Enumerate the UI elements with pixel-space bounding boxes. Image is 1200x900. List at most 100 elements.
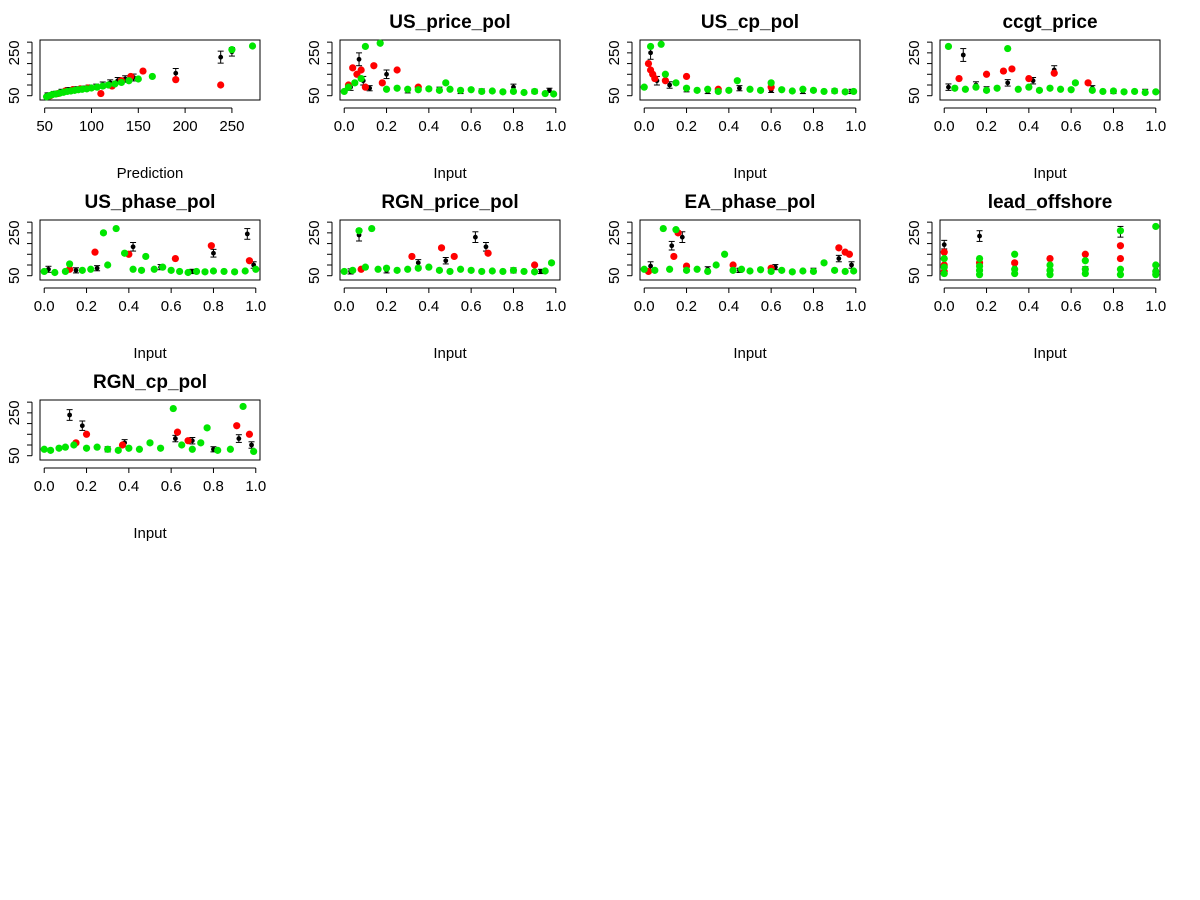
data-point-green (693, 265, 701, 273)
data-point-green (809, 267, 818, 276)
data-point-green (1004, 44, 1012, 53)
data-point-red (531, 261, 539, 269)
data-point-green (1141, 88, 1149, 97)
data-point-green (134, 75, 142, 83)
data-point-green (799, 267, 807, 275)
data-point-black (94, 265, 100, 271)
panel-8: RGN_cp_pol 0.0 0.2 0.4 0.6 0.8 1.0 Input 50 250 (6, 372, 266, 542)
data-point-green (61, 443, 69, 451)
data-point-green (499, 88, 507, 96)
y-tick-label: 250 (906, 220, 923, 245)
data-point-red (1046, 254, 1054, 263)
y-tick-label: 250 (306, 220, 323, 245)
data-point-green (228, 46, 236, 54)
data-point-red (139, 67, 147, 75)
data-point-green (393, 266, 401, 274)
data-point-green (209, 267, 218, 275)
data-point-red (1011, 259, 1019, 267)
data-point-black (249, 442, 254, 448)
data-point-red (184, 437, 192, 445)
data-point-green (368, 224, 376, 233)
data-point-red (217, 81, 225, 89)
panel-title: RGN_cp_pol (93, 372, 207, 393)
panel-title: lead_offshore (988, 192, 1113, 213)
y-tick-label: 250 (6, 220, 23, 245)
x-tick-label: 0.8 (203, 478, 224, 495)
x-tick-label: 0.0 (334, 298, 355, 315)
data-point-green (135, 445, 144, 453)
data-point-green (509, 266, 518, 274)
data-point-green (850, 87, 858, 96)
x-tick-label: 0.6 (461, 118, 482, 135)
data-point-green (1152, 271, 1160, 279)
data-point-green (435, 86, 444, 94)
panel-7: lead_offshore 0.0 0.2 0.4 0.6 0.8 1.0 Input 50 25… (906, 192, 1166, 362)
data-point-green (125, 77, 133, 85)
data-point-black (130, 244, 136, 250)
data-point-red (670, 252, 678, 261)
x-tick-label: 250 (219, 118, 244, 135)
data-point-green (1152, 222, 1160, 231)
data-point-red (1081, 250, 1089, 258)
data-point-red (940, 248, 948, 256)
panel-title: EA_phase_pol (685, 192, 816, 213)
y-tick-label: 250 (306, 40, 323, 65)
data-point-green (961, 85, 969, 93)
x-tick-label: 0.8 (803, 298, 824, 315)
data-point-green (66, 260, 74, 268)
data-point-green (104, 81, 112, 89)
data-point-red (1084, 79, 1092, 87)
data-point-green (178, 441, 186, 449)
data-point-black (79, 423, 85, 429)
data-point-green (646, 42, 655, 51)
data-point-red (97, 89, 105, 98)
x-tick-label: 0.4 (118, 298, 139, 315)
x-axis-label: Input (133, 345, 167, 362)
x-tick-label: 0.0 (934, 118, 955, 135)
data-point-green (809, 86, 818, 94)
data-point-green (661, 70, 669, 78)
y-tick-label: 250 (6, 40, 23, 65)
data-point-green (87, 84, 96, 92)
data-point-green (456, 86, 465, 94)
x-tick-label: 1.0 (1145, 118, 1166, 135)
data-point-red (729, 261, 737, 269)
data-point-green (70, 441, 78, 449)
data-point-black (648, 50, 653, 56)
x-tick-label: 0.0 (334, 118, 355, 135)
data-point-green (1056, 85, 1065, 93)
data-point-green (203, 424, 211, 432)
data-point-green (129, 265, 137, 273)
plot-box (39, 399, 261, 461)
x-tick-label: 0.6 (161, 298, 182, 315)
data-point-green (176, 267, 184, 276)
panel-title: RGN_price_pol (381, 192, 518, 213)
data-point-green (159, 263, 167, 271)
data-point-green (197, 439, 205, 447)
data-point-green (831, 87, 839, 95)
y-tick-label: 50 (6, 447, 23, 464)
data-point-green (820, 87, 828, 96)
data-point-green (640, 265, 648, 273)
data-point-green (1046, 84, 1054, 92)
x-tick-label: 0.0 (634, 298, 655, 315)
data-point-red (651, 74, 659, 83)
data-point-green (799, 85, 807, 93)
data-point-green (841, 267, 849, 276)
data-point-green (547, 259, 556, 267)
data-point-black (236, 436, 242, 441)
x-tick-label: 0.6 (761, 118, 782, 135)
data-point-green (93, 83, 101, 91)
plot-box (639, 39, 861, 101)
data-point-green (446, 267, 454, 276)
data-point-green (87, 265, 95, 273)
x-tick-label: 0.2 (376, 118, 397, 135)
y-tick-label: 250 (6, 400, 23, 425)
data-point-green (488, 87, 496, 95)
data-point-green (125, 444, 133, 452)
data-point-green (220, 267, 228, 276)
data-point-red (233, 422, 241, 430)
data-point-green (146, 439, 154, 447)
x-tick-label: 0.4 (718, 298, 739, 315)
data-point-green (351, 79, 359, 87)
